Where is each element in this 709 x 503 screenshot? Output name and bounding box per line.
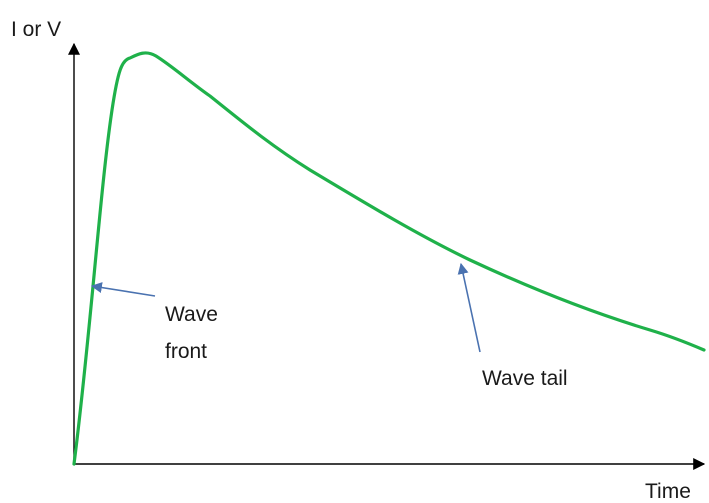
wave-front-label-line2: front — [165, 340, 207, 363]
wave-tail-arrow — [457, 262, 481, 353]
y-axis-label: I or V — [11, 18, 61, 41]
x-axis-label: Time — [645, 480, 691, 503]
wave-front-arrow — [90, 282, 156, 297]
wave-front-label-line1: Wave — [165, 303, 218, 326]
wave-tail-label: Wave tail — [482, 367, 568, 390]
impulse-wave-curve — [72, 51, 706, 466]
